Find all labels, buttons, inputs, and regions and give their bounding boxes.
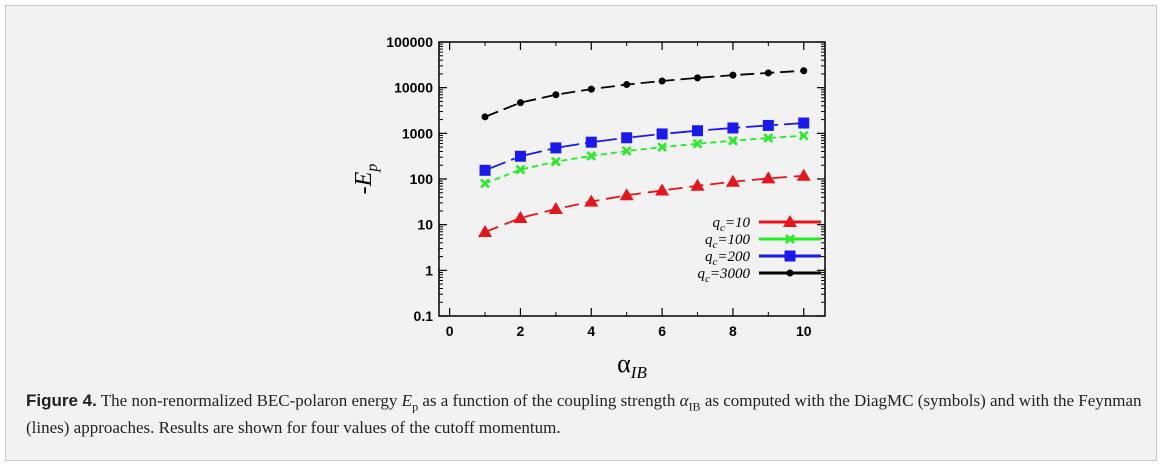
data-point [513, 210, 528, 223]
series-line [484, 134, 804, 185]
data-point-stroke [586, 151, 597, 161]
data-point-stroke [728, 135, 738, 146]
legend-label: qc=3000 [697, 266, 750, 285]
data-point-stroke [763, 133, 774, 143]
data-point [548, 202, 563, 215]
data-point [516, 99, 524, 107]
data-point [727, 122, 739, 134]
legend-label: qc=100 [705, 232, 751, 251]
x-tick-label: 6 [658, 323, 666, 339]
data-point-stroke [657, 142, 667, 152]
caption-ep-symbol: E [401, 391, 413, 410]
data-point-stroke [480, 178, 490, 189]
legend-marker-stroke [785, 234, 795, 244]
data-point [658, 77, 666, 85]
caption-text-2: as a function of the coupling strength [418, 391, 680, 410]
data-point [621, 132, 633, 144]
series-2 [480, 130, 809, 189]
series-1 [478, 168, 811, 238]
figure-caption: Figure 4. The non-renormalized BEC-polar… [26, 390, 1146, 439]
data-point [729, 71, 737, 79]
figure-frame: 0.1 1 10 100 1000 10000 100000 0 2 4 6 8 10 qc=10 qc=1… [5, 5, 1157, 461]
data-point [479, 164, 491, 176]
legend-marker [783, 215, 797, 227]
data-point [694, 74, 702, 82]
data-point [514, 150, 526, 162]
data-point [656, 128, 668, 140]
legend-marker [784, 250, 796, 262]
x-tick-label: 4 [587, 323, 595, 339]
caption-alpha-sub: IB [688, 399, 701, 414]
series-line [484, 122, 804, 172]
data-point [728, 135, 738, 146]
y-tick-label: 100 [410, 171, 434, 187]
data-point [764, 69, 772, 77]
series-line [484, 69, 804, 118]
data-point [552, 91, 560, 99]
data-point-stroke [515, 164, 526, 175]
caption-text-1: The non-renormalized BEC-polaron energy [96, 391, 402, 410]
data-point [550, 142, 562, 154]
data-point [800, 67, 808, 75]
legend-label: qc=10 [712, 215, 750, 234]
y-tick-label: 0.1 [414, 308, 434, 324]
caption-text-3: as computed with the DiagMC (symbols) an… [26, 391, 1142, 438]
data-point [798, 130, 809, 141]
data-point [621, 146, 632, 156]
data-point [585, 136, 597, 148]
data-point [725, 174, 740, 187]
caption-label: Figure 4. [26, 391, 97, 410]
data-point-stroke [692, 138, 703, 149]
y-tick-label: 10000 [394, 80, 433, 96]
plot-area: 0.1 1 10 100 1000 10000 100000 0 2 4 6 8 10 qc=10qc=1… [386, 34, 826, 339]
data-point [586, 151, 597, 161]
y-tick-label: 10 [417, 217, 433, 233]
data-point [655, 183, 670, 196]
series-4 [481, 67, 808, 121]
series-line [484, 174, 804, 233]
data-point-stroke [621, 146, 632, 156]
data-point-stroke [798, 130, 809, 141]
data-point [762, 119, 774, 131]
data-point [692, 125, 704, 137]
data-point [550, 156, 561, 167]
caption-ep-sub: p [412, 399, 419, 414]
data-point [481, 113, 489, 121]
data-point [761, 171, 776, 184]
data-point [587, 85, 595, 93]
data-point [798, 117, 810, 129]
data-point [692, 138, 703, 149]
data-point [515, 164, 526, 175]
series-3 [479, 117, 810, 176]
x-axis-label: αIB [617, 349, 647, 378]
y-tick-label: 1000 [402, 125, 433, 141]
y-axis-label: -Ep [351, 164, 381, 195]
data-point [763, 133, 774, 143]
x-tick-label: 0 [446, 323, 454, 339]
legend-marker [786, 269, 794, 277]
data-point [657, 142, 667, 152]
y-tick-label: 100000 [386, 34, 433, 50]
y-tick-label: 1 [425, 262, 433, 278]
data-point [480, 178, 490, 189]
x-tick-label: 2 [517, 323, 525, 339]
caption-alpha-symbol: α [679, 391, 689, 410]
chart: 0.1 1 10 100 1000 10000 100000 0 2 4 6 8 10 qc=10qc=1… [351, 34, 826, 378]
legend-marker [785, 234, 795, 244]
data-point [619, 188, 634, 201]
legend-label: qc=200 [705, 249, 751, 268]
data-point [584, 194, 599, 207]
data-point [623, 81, 631, 89]
data-point-stroke [550, 156, 561, 167]
data-point [796, 168, 811, 181]
x-tick-label: 8 [729, 323, 737, 339]
data-point [478, 225, 493, 238]
x-tick-label: 10 [796, 323, 812, 339]
data-point [690, 178, 705, 191]
